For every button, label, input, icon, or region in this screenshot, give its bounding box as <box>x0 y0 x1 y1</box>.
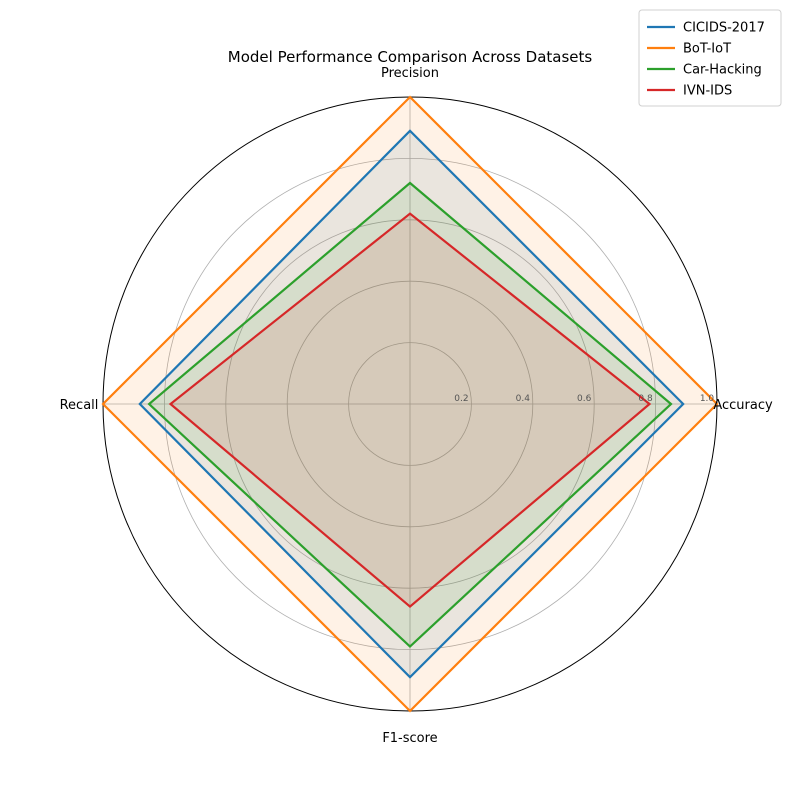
r-tick-label: 0.6 <box>577 394 592 404</box>
legend-entry-label: CICIDS-2017 <box>683 21 765 36</box>
r-tick-label: 0.2 <box>454 394 468 404</box>
axis-label-precision: Precision <box>381 66 439 81</box>
legend-box <box>638 9 782 107</box>
legend: CICIDS-2017 BoT-IoT Car-Hacking IVN-IDS <box>638 9 782 107</box>
r-tick-label: 0.4 <box>516 394 531 404</box>
series-fill-ivn-ids <box>170 213 650 607</box>
series-line-cicids-2017 <box>138 129 685 679</box>
series-line-ivn-ids <box>168 212 652 609</box>
series-line-bot-iot <box>101 95 719 713</box>
legend-entry-label: Car-Hacking <box>683 63 762 78</box>
r-tick-label: 1.0 <box>700 394 715 404</box>
legend-entry-label: BoT-IoT <box>683 42 731 57</box>
series-layer <box>101 95 719 713</box>
axis-label-recall: Recall <box>60 398 99 413</box>
axis-label-f1-score: F1-score <box>382 731 437 746</box>
labels: 0.2 0.4 0.6 0.8 1.0 Accuracy Precision Recall F1… <box>60 66 773 746</box>
r-tick-label: 0.8 <box>638 394 653 404</box>
series-fill-car-hacking <box>149 183 672 647</box>
legend-entry-label: IVN-IDS <box>683 84 732 99</box>
axis-label-accuracy: Accuracy <box>713 398 773 413</box>
series-line-car-hacking <box>147 181 673 649</box>
chart-title: Model Performance Comparison Across Data… <box>228 48 593 66</box>
